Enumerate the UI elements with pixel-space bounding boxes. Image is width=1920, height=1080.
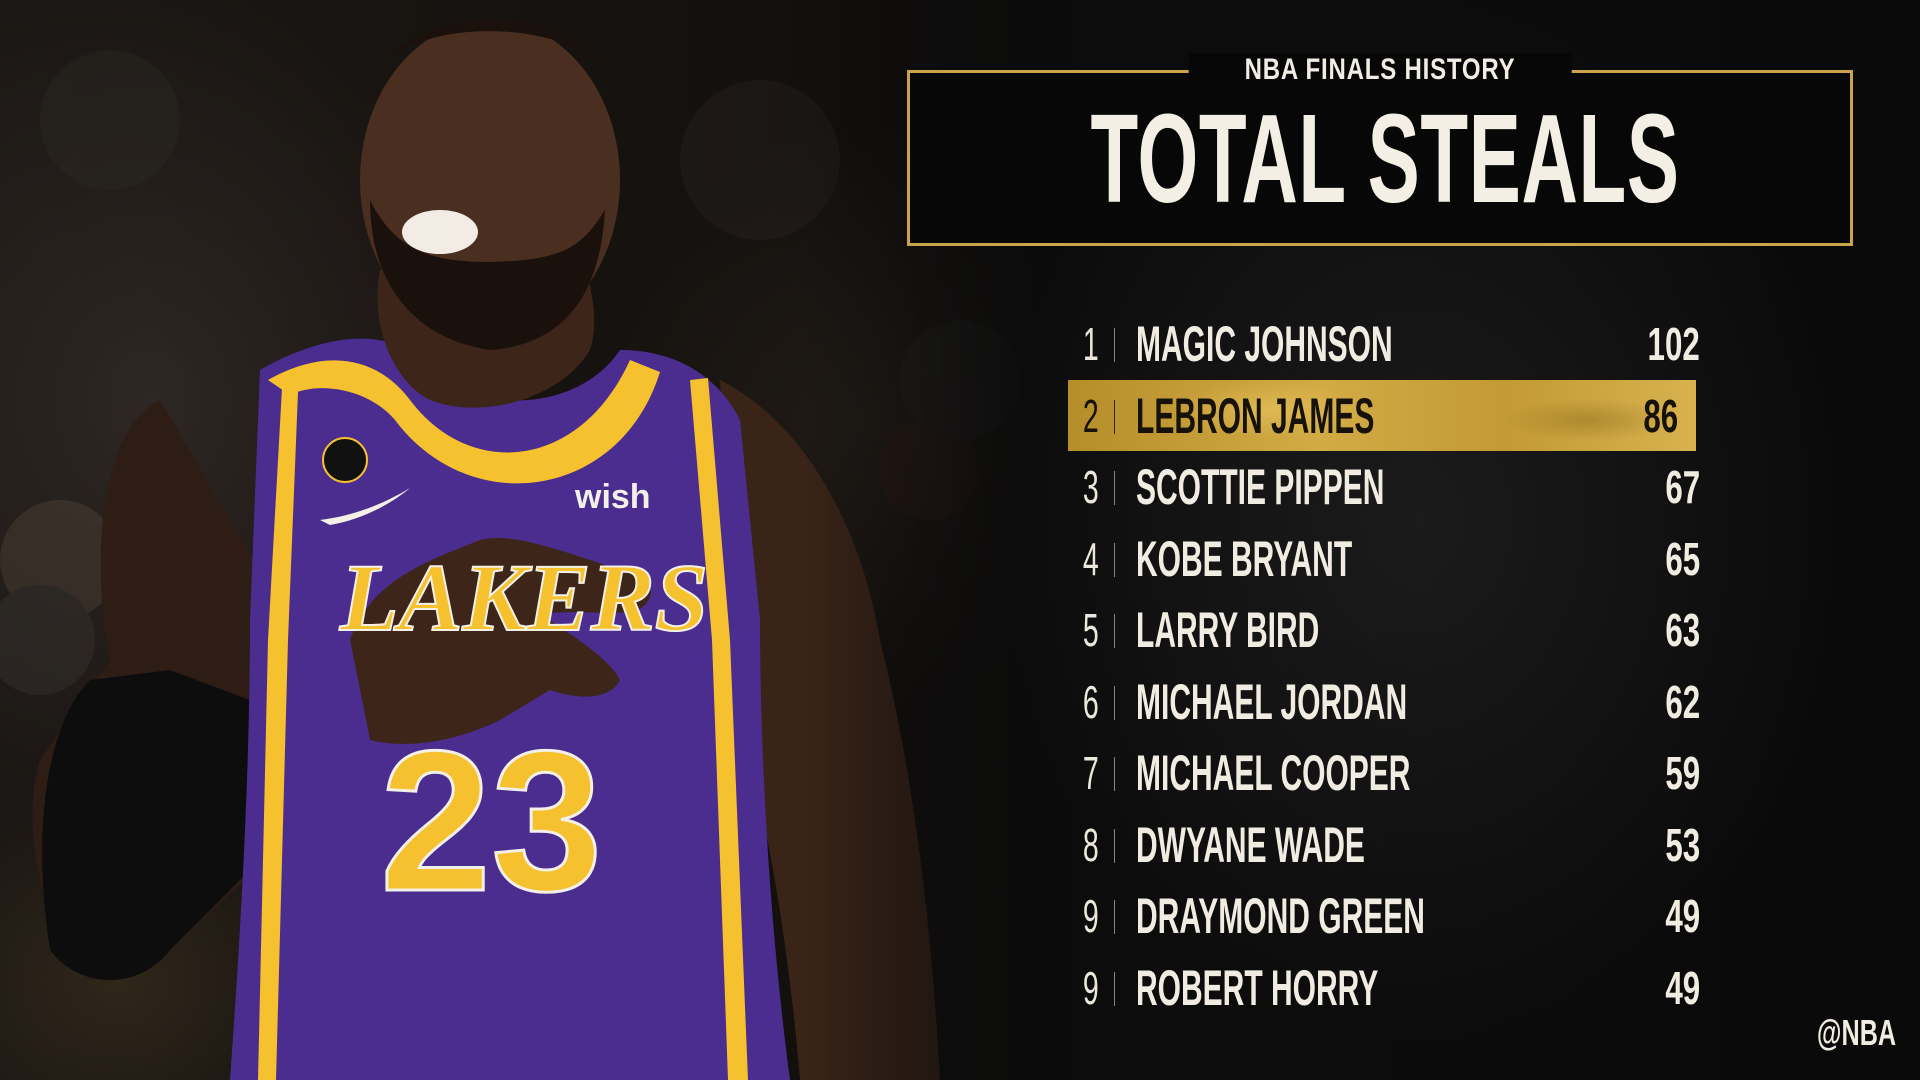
list-item: 6 MICHAEL JORDAN 62 (1068, 666, 1700, 738)
steals-value: 86 (1643, 389, 1678, 442)
rank-number: 9 (1083, 961, 1099, 1014)
player-illustration: LAKERS 23 wish (0, 18, 1020, 1080)
jersey-team-text: LAKERS (339, 544, 708, 651)
steals-value: 53 (1665, 818, 1700, 871)
swoosh-icon (320, 488, 410, 525)
hand (350, 538, 651, 744)
list-item: 8 DWYANE WADE 53 (1068, 809, 1700, 881)
player-name: DRAYMOND GREEN (1136, 888, 1425, 944)
player-name: MAGIC JOHNSON (1136, 316, 1393, 372)
rank-number: 2 (1083, 389, 1099, 442)
jersey-sponsor-text: wish (574, 478, 651, 516)
divider (1114, 757, 1115, 791)
steals-value: 59 (1665, 747, 1700, 799)
player-name: DWYANE WADE (1136, 816, 1365, 873)
player-name: LARRY BIRD (1136, 602, 1320, 658)
divider (1114, 399, 1115, 434)
steals-value: 65 (1665, 532, 1700, 585)
supertitle: NBA FINALS HISTORY (1188, 53, 1572, 87)
player-name: MICHAEL COOPER (1136, 745, 1411, 801)
steals-value: 102 (1647, 318, 1700, 370)
jersey-number-text: 23 (380, 710, 602, 933)
steals-value: 63 (1665, 604, 1700, 656)
steals-value: 49 (1665, 961, 1700, 1014)
player-photo: LAKERS 23 wish (0, 0, 1060, 1080)
divider (1114, 971, 1115, 1006)
list-item: 7 MICHAEL COOPER 59 (1068, 737, 1700, 809)
list-item: 3 SCOTTIE PIPPEN 67 (1068, 451, 1700, 523)
divider (1114, 542, 1115, 577)
rank-number: 7 (1083, 747, 1099, 799)
player-name: KOBE BRYANT (1136, 530, 1353, 587)
list-item: 1 MAGIC JOHNSON 102 (1068, 308, 1700, 380)
player-name: LEBRON JAMES (1136, 387, 1375, 444)
rank-number: 3 (1083, 461, 1099, 513)
steals-value: 67 (1665, 461, 1700, 513)
rank-number: 6 (1083, 675, 1099, 728)
rank-number: 4 (1083, 532, 1099, 585)
divider (1114, 328, 1115, 362)
title-box: NBA FINALS HISTORY TOTAL STEALS (907, 53, 1853, 246)
divider (1114, 685, 1115, 720)
list-item: 4 KOBE BRYANT 65 (1068, 523, 1700, 595)
player-name: SCOTTIE PIPPEN (1136, 459, 1385, 515)
list-item: 9 DRAYMOND GREEN 49 (1068, 880, 1700, 952)
steals-value: 62 (1665, 675, 1700, 728)
player-name: ROBERT HORRY (1136, 959, 1379, 1016)
page-title: TOTAL STEALS (1090, 88, 1680, 229)
steals-value: 49 (1665, 890, 1700, 942)
nba-watermark: @NBA (1816, 1012, 1896, 1053)
list-item: 5 LARRY BIRD 63 (1068, 594, 1700, 666)
divider (1114, 471, 1115, 505)
list-item-highlighted: 2 LEBRON JAMES 86 (1068, 379, 1696, 451)
divider (1114, 828, 1115, 863)
rank-number: 8 (1083, 818, 1099, 871)
divider (1114, 900, 1115, 934)
divider (1114, 614, 1115, 648)
kb-patch-icon (322, 437, 368, 483)
list-item: 9 ROBERT HORRY 49 (1068, 952, 1700, 1024)
leaderboard-list: 1 MAGIC JOHNSON 102 2 LEBRON JAMES 86 3 SCOTTIE… (1068, 308, 1700, 1023)
rank-number: 9 (1083, 890, 1099, 942)
player-name: MICHAEL JORDAN (1136, 673, 1408, 730)
rank-number: 5 (1083, 604, 1099, 656)
rank-number: 1 (1083, 318, 1099, 370)
